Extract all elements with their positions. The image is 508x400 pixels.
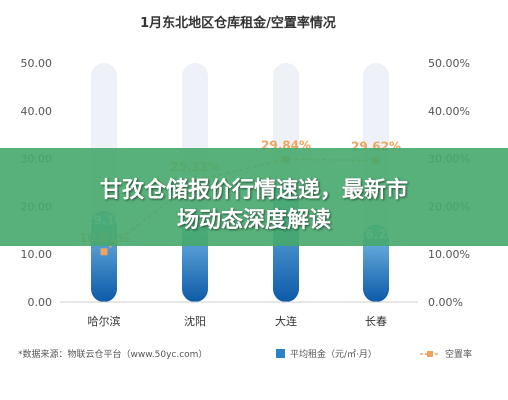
headline-line-1: 甘孜仓储报价行情速递，最新市 [99,178,408,203]
y-left-tick-label: 50.00 [21,57,53,70]
y-left-tick-label: 40.00 [21,105,53,118]
y-right-tick-label: 50.00% [428,57,470,70]
y-right-tick-label: 0.00% [428,296,463,309]
chart-title: 1月东北地区仓库租金/空置率情况 [140,15,336,31]
y-right-tick-label: 10.00% [428,248,470,261]
legend-swatch-bar [276,349,285,358]
headline-line-2: 场动态深度解读 [176,208,331,233]
legend-label-rent: 平均租金（元/㎡·月） [290,348,377,360]
x-tick-label: 沈阳 [184,314,206,328]
x-tick-label: 哈尔滨 [88,314,121,328]
x-tick-label: 长春 [365,315,387,328]
y-left-tick-label: 0.00 [28,296,53,309]
legend-label-vacancy: 空置率 [445,348,472,360]
source-note: *数据来源：物联云仓平台（www.50yc.com） [18,348,207,360]
headline-banner: 甘孜仓储报价行情速递，最新市 场动态深度解读 [0,148,508,246]
y-right-tick-label: 40.00% [428,105,470,118]
y-left-tick-label: 10.00 [21,248,53,261]
x-axis: 哈尔滨 沈阳 大连 长春 [88,314,388,328]
legend: 平均租金（元/㎡·月） 空置率 [276,348,472,360]
x-tick-label: 大连 [275,314,297,328]
vacancy-point [100,248,108,256]
legend-marker-vacancy [427,351,433,357]
